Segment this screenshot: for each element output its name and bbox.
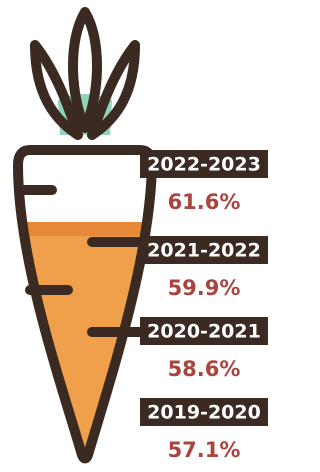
carrot-leaves — [35, 12, 135, 135]
value-label: 58.6% — [168, 357, 241, 381]
period-label: 2020-2021 — [147, 321, 261, 343]
period-label: 2019-2020 — [147, 402, 261, 424]
period-label: 2022-2023 — [147, 154, 261, 176]
infographic: 2022-2023 61.6% 2021-2022 59.9% 2020-2021 58.… — [0, 0, 271, 472]
value-label: 61.6% — [168, 190, 241, 214]
value-label: 59.9% — [168, 276, 241, 300]
value-label: 57.1% — [168, 438, 241, 462]
labels: 2022-2023 61.6% 2021-2022 59.9% 2020-2021 58.… — [140, 150, 268, 462]
period-label: 2021-2022 — [147, 240, 261, 262]
